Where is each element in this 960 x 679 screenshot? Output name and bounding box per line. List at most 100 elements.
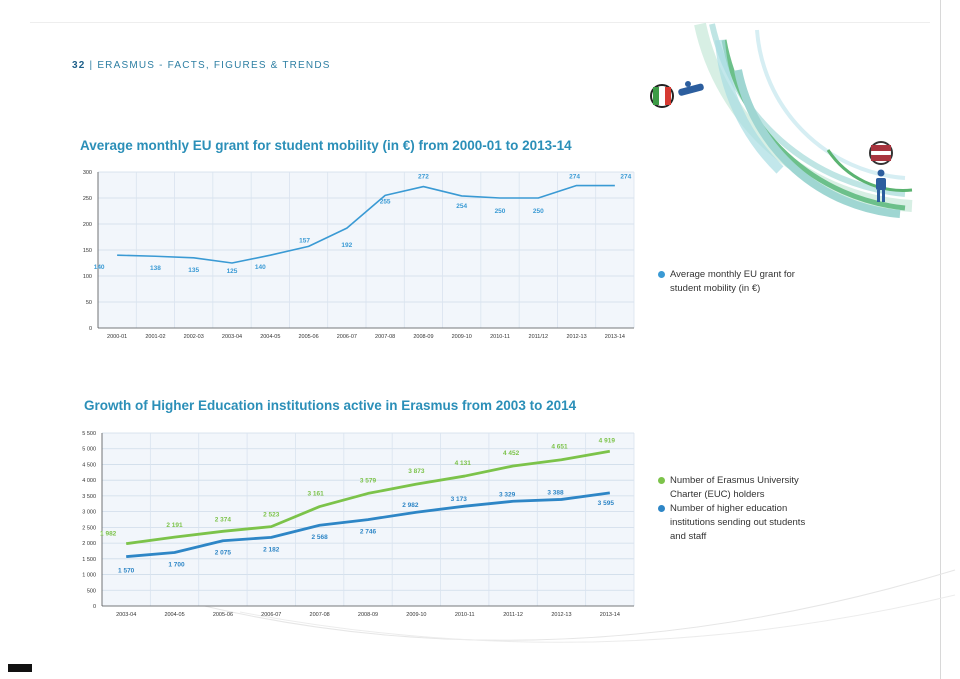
page-top-edge (30, 22, 930, 23)
data-label: 250 (495, 208, 506, 215)
x-tick-label: 2008-09 (358, 612, 378, 618)
data-label: 2 523 (263, 512, 280, 519)
latvia-flag-icon (869, 141, 893, 202)
y-tick-label: 200 (83, 222, 92, 228)
chart1-title: Average monthly EU grant for student mob… (80, 138, 572, 153)
data-label: 3 579 (360, 477, 377, 484)
data-label: 140 (94, 264, 105, 271)
chart2-legend-label-euc: Number of Erasmus University Charter (EU… (670, 475, 799, 500)
x-tick-label: 2009-10 (406, 612, 426, 618)
chart2-legend: Number of Erasmus University Charter (EU… (658, 474, 820, 544)
y-tick-label: 100 (83, 274, 92, 280)
data-label: 4 919 (599, 437, 616, 444)
x-tick-label: 2013-14 (600, 612, 620, 618)
data-label: 254 (456, 203, 467, 210)
page-right-edge (940, 0, 941, 679)
data-label: 125 (227, 268, 238, 275)
x-tick-label: 2004-05 (260, 334, 280, 340)
page-header: 32 | ERASMUS - FACTS, FIGURES & TRENDS (72, 60, 331, 71)
data-label: 250 (533, 208, 544, 215)
italy-flag-icon (650, 81, 704, 108)
x-tick-label: 2006-07 (337, 334, 357, 340)
data-label: 2 191 (166, 522, 183, 529)
y-tick-label: 0 (89, 326, 92, 332)
data-label: 1 700 (168, 562, 185, 569)
x-tick-label: 2000-01 (107, 334, 127, 340)
y-tick-label: 500 (87, 588, 96, 594)
x-tick-label: 2003-04 (222, 334, 242, 340)
data-label: 2 374 (215, 516, 232, 523)
x-tick-label: 2006-07 (261, 612, 281, 618)
y-tick-label: 150 (83, 248, 92, 254)
chart2-legend-item-sending: Number of higher education institutions … (658, 502, 820, 544)
chart1-legend: Average monthly EU grant for student mob… (658, 268, 820, 296)
header-title: ERASMUS - FACTS, FIGURES & TRENDS (97, 60, 331, 71)
x-tick-label: 2005-06 (298, 334, 318, 340)
chart2-legend-label-sending: Number of higher education institutions … (670, 503, 806, 542)
x-tick-label: 2009-10 (452, 334, 472, 340)
person-standing-icon (876, 169, 886, 202)
series-line-1 (125, 449, 611, 546)
x-tick-label: 2004-05 (164, 612, 184, 618)
x-tick-label: 2012-13 (551, 612, 571, 618)
x-tick-label: 2013-14 (605, 334, 625, 340)
data-label: 3 595 (598, 500, 615, 507)
data-label: 2 982 (402, 502, 419, 509)
data-label: 2 746 (360, 529, 377, 536)
series-line-1 (117, 184, 615, 264)
y-tick-label: 0 (93, 604, 96, 610)
chart2-legend-item-euc: Number of Erasmus University Charter (EU… (658, 474, 820, 502)
x-tick-label: 2007-08 (310, 612, 330, 618)
data-label: 1 570 (118, 568, 135, 575)
data-label: 274 (569, 174, 580, 181)
data-label: 3 388 (547, 489, 564, 496)
data-label: 2 075 (215, 550, 232, 557)
page-number: 32 (72, 60, 86, 71)
chart2-title: Growth of Higher Education institutions … (84, 398, 577, 413)
y-tick-label: 5 500 (82, 431, 96, 437)
header-separator: | (89, 60, 94, 71)
data-label: 157 (299, 237, 310, 244)
x-tick-label: 2011/12 (529, 334, 548, 340)
data-label: 1 982 (100, 531, 117, 538)
data-label: 3 173 (451, 496, 468, 503)
data-label: 255 (380, 198, 391, 205)
legend-dot-icon (658, 271, 665, 278)
x-tick-label: 2011-12 (503, 612, 523, 618)
y-tick-label: 1 500 (82, 557, 96, 563)
data-label: 3 161 (307, 491, 324, 498)
page-edge-marker (8, 664, 32, 672)
x-tick-label: 2005-06 (213, 612, 233, 618)
legend-dot-icon (658, 505, 665, 512)
y-tick-label: 3 000 (82, 510, 96, 516)
data-label: 140 (255, 264, 266, 271)
y-tick-label: 4 000 (82, 478, 96, 484)
x-tick-label: 2010-11 (490, 334, 510, 340)
x-tick-label: 2008-09 (413, 334, 433, 340)
data-label: 2 182 (263, 546, 280, 553)
x-tick-label: 2001-02 (145, 334, 165, 340)
data-label: 3 873 (408, 468, 425, 475)
y-tick-label: 300 (83, 170, 92, 176)
y-tick-label: 4 500 (82, 462, 96, 468)
chart1-legend-label: Average monthly EU grant for student mob… (670, 269, 795, 294)
data-label: 3 329 (499, 491, 516, 498)
y-tick-label: 3 500 (82, 494, 96, 500)
person-icon (678, 81, 704, 96)
y-tick-label: 5 000 (82, 447, 96, 453)
legend-dot-icon (658, 477, 665, 484)
data-label: 4 131 (455, 460, 472, 467)
y-tick-label: 2 500 (82, 525, 96, 531)
x-tick-label: 2002-03 (184, 334, 204, 340)
data-label: 138 (150, 265, 161, 272)
data-label: 2 568 (311, 534, 328, 541)
data-label: 274 (620, 174, 631, 181)
x-tick-label: 2007-08 (375, 334, 395, 340)
data-label: 4 651 (551, 444, 568, 451)
y-tick-label: 1 000 (82, 573, 96, 579)
y-tick-label: 250 (83, 196, 92, 202)
x-tick-label: 2012-13 (566, 334, 586, 340)
data-label: 272 (418, 174, 429, 181)
